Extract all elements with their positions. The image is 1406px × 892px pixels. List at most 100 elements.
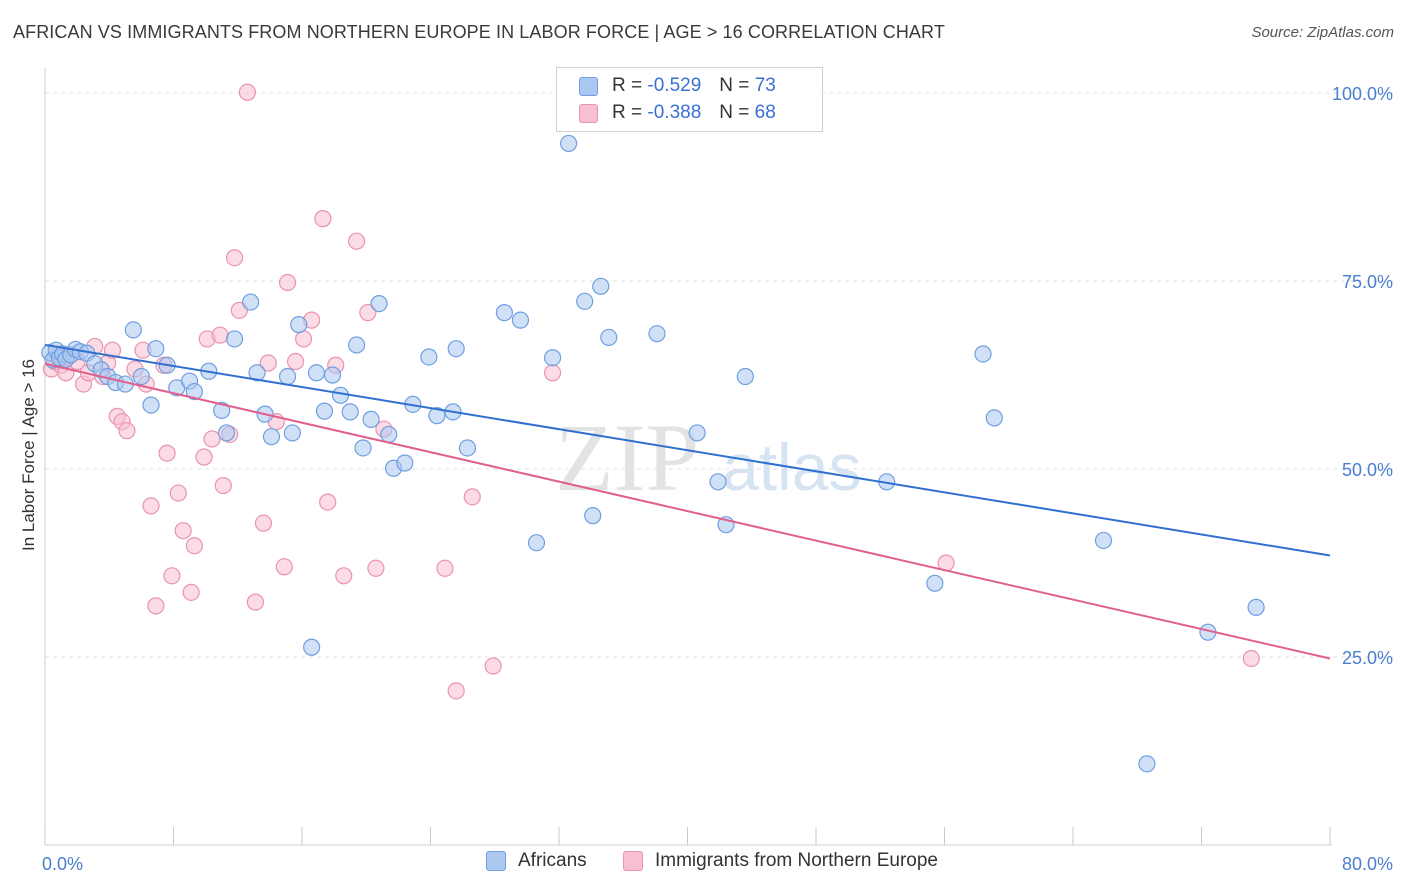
africans-point xyxy=(242,293,260,311)
immigrants-point xyxy=(367,559,385,577)
africans-point xyxy=(380,425,398,444)
immigrants-point xyxy=(158,444,176,462)
immigrants-point xyxy=(214,476,232,495)
africans-point xyxy=(985,409,1003,427)
africans-point xyxy=(592,277,610,295)
africans-point xyxy=(974,345,992,363)
africans-point xyxy=(283,424,301,442)
africans-point xyxy=(225,330,244,348)
africans-point xyxy=(124,321,142,339)
africans-point xyxy=(213,401,231,419)
bottom-legend-africans: Africans xyxy=(486,850,587,872)
africans-point xyxy=(147,340,165,358)
bottom-legend-immigrants: Immigrants from Northern Europe xyxy=(623,850,938,872)
immigrants-point xyxy=(182,583,200,601)
immigrants-point xyxy=(147,597,165,615)
immigrants-point xyxy=(436,559,454,577)
africans-point xyxy=(323,366,342,384)
immigrants-r-value: -0.388 xyxy=(647,102,702,123)
africans-swatch xyxy=(579,76,598,96)
africans-point xyxy=(331,386,350,404)
immigrants-point xyxy=(203,430,221,448)
immigrants-point xyxy=(163,567,181,585)
africans-point xyxy=(348,336,366,354)
africans-point xyxy=(185,382,203,401)
immigrants-legend-swatch xyxy=(623,851,643,871)
africans-point xyxy=(600,328,618,347)
africans-point xyxy=(495,304,513,322)
africans-point xyxy=(688,424,706,442)
chart-title: AFRICAN VS IMMIGRANTS FROM NORTHERN EURO… xyxy=(13,22,945,42)
legend-row-immigrants: R = -0.388 N = 68 xyxy=(579,100,776,126)
africans-point xyxy=(341,403,359,421)
immigrants-point xyxy=(348,232,366,250)
immigrants-point xyxy=(463,488,481,506)
immigrants-point xyxy=(335,567,353,585)
africans-point xyxy=(396,454,414,472)
africans-point xyxy=(262,428,281,446)
source-label: Source: ZipAtlas.com xyxy=(1251,24,1394,41)
immigrants-point xyxy=(246,593,265,611)
immigrants-point xyxy=(118,422,136,440)
africans-legend-swatch xyxy=(486,851,506,871)
immigrants-point xyxy=(447,682,465,700)
immigrants-point xyxy=(543,364,562,382)
africans-point xyxy=(362,410,380,428)
x-tick-label: 0.0% xyxy=(42,854,83,874)
africans-point xyxy=(560,134,578,153)
africans-point xyxy=(428,407,446,425)
immigrants-point xyxy=(254,514,273,532)
africans-point xyxy=(290,316,308,334)
immigrants-point xyxy=(359,304,377,322)
immigrants-point xyxy=(211,326,229,344)
africans-trend-line xyxy=(44,343,1331,557)
correlation-legend: R = -0.529 N = 73 R = -0.388 N = 68 xyxy=(556,67,823,132)
africans-point xyxy=(142,396,160,414)
africans-point xyxy=(1094,531,1113,550)
immigrants-swatch xyxy=(579,103,598,123)
africans-point xyxy=(132,367,150,386)
x-tick-label: 80.0% xyxy=(1342,854,1393,874)
x-tick-labels: 0.0% 80.0% xyxy=(42,854,1393,874)
africans-point xyxy=(584,507,602,525)
trend-lines xyxy=(44,343,1331,660)
immigrants-n-value: 68 xyxy=(754,102,776,123)
y-axis-label: In Labor Force | Age > 16 xyxy=(19,359,38,551)
africans-point xyxy=(527,534,546,552)
africans-point xyxy=(447,340,465,358)
africans-legend-label: Africans xyxy=(518,850,587,871)
africans-point xyxy=(303,638,321,656)
africans-point xyxy=(217,424,236,442)
y-tick-label: 100.0% xyxy=(1332,84,1393,104)
africans-point xyxy=(511,311,530,329)
africans-point xyxy=(315,402,334,420)
n-label: N = xyxy=(719,75,750,96)
africans-point xyxy=(648,325,666,343)
immigrants-point xyxy=(103,341,122,359)
y-tick-label: 75.0% xyxy=(1342,272,1393,292)
immigrants-point xyxy=(185,537,203,555)
africans-r-value: -0.529 xyxy=(647,75,702,96)
r-label: R = xyxy=(612,75,643,96)
africans-point xyxy=(248,364,266,382)
africans-point xyxy=(370,294,388,313)
n-label: N = xyxy=(719,102,750,123)
watermark-zip: ZIP xyxy=(555,404,699,511)
africans-point xyxy=(278,367,297,386)
immigrants-point xyxy=(278,273,297,292)
immigrants-point xyxy=(286,352,305,371)
r-label: R = xyxy=(612,102,643,123)
immigrants-point xyxy=(225,249,244,267)
gridlines xyxy=(45,92,1394,658)
africans-point xyxy=(307,364,326,382)
africans-point xyxy=(926,574,944,592)
immigrants-legend-label: Immigrants from Northern Europe xyxy=(655,850,938,871)
axes xyxy=(44,68,1332,846)
immigrants-point xyxy=(314,210,332,228)
africans-point xyxy=(420,348,438,366)
legend-row-africans: R = -0.529 N = 73 xyxy=(579,73,776,99)
y-tick-label: 25.0% xyxy=(1342,648,1393,668)
immigrants-point xyxy=(174,522,192,540)
immigrants-point xyxy=(238,83,256,101)
